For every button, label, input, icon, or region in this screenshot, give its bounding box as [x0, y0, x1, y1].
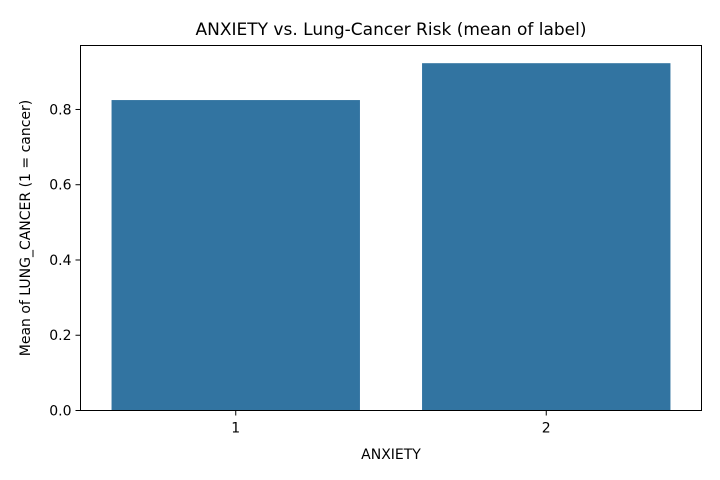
x-axis-label: ANXIETY: [361, 447, 421, 463]
bar-2: [422, 63, 671, 411]
y-axis-ticks: 0.0 0.2 0.4 0.6 0.8: [49, 102, 81, 420]
y-tick-label: 0.6: [49, 178, 71, 194]
y-tick-label: 0.2: [49, 328, 71, 344]
bar-1: [111, 100, 360, 411]
bars-layer: [111, 63, 671, 411]
y-tick-label: 0.8: [49, 102, 71, 118]
y-tick-label: 0.0: [49, 404, 71, 420]
x-tick-label: 1: [231, 421, 240, 437]
y-axis-label: Mean of LUNG_CANCER (1 = cancer): [18, 100, 34, 357]
x-tick-label: 2: [542, 421, 551, 437]
chart-title: ANXIETY vs. Lung-Cancer Risk (mean of la…: [196, 20, 587, 40]
plot-frame: [80, 45, 702, 411]
y-tick-label: 0.4: [49, 253, 71, 269]
